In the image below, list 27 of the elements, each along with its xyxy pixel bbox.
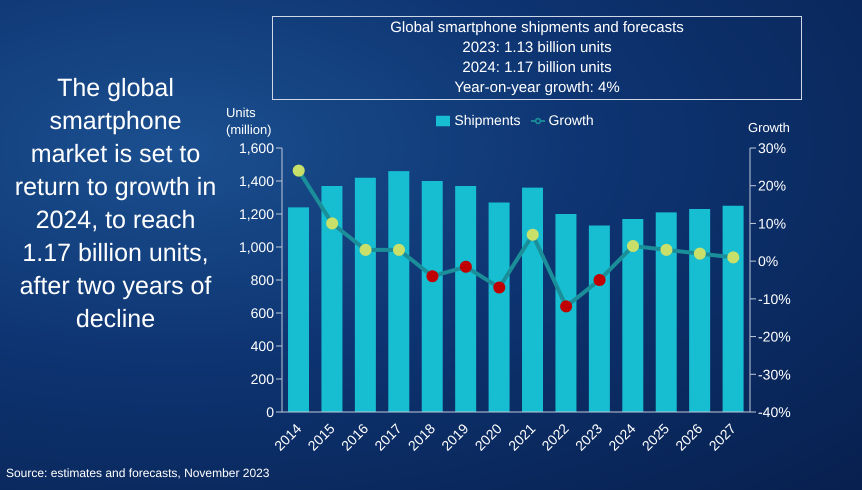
y2-tick-label: -20% [758, 328, 791, 345]
y2-tick-label: 0% [758, 253, 778, 270]
text: 2024: 1.17 billion units [461, 58, 613, 78]
y-tick-label: 1,600 [238, 140, 274, 156]
legend-label: Shipments [454, 112, 521, 128]
y2-tick-label: 10% [758, 215, 786, 232]
y2-tick-label: -40% [758, 404, 791, 420]
y2-tick-label: -10% [758, 290, 791, 307]
y-tick-label: 400 [250, 338, 274, 354]
text: 2023: 1.13 billion units [461, 38, 613, 58]
y2-axis-title: Growth [748, 120, 790, 135]
y2-tick-label: 20% [758, 178, 786, 194]
y-tick-label: 1,400 [238, 172, 274, 189]
y-tick-label: 1,000 [238, 238, 274, 255]
text: The global smartphone market is set to return to growth in 2024, to reach 1.17 billion units, after two years of decline [14, 73, 218, 335]
y-tick-label: 1,200 [238, 206, 274, 222]
y-tick-label: 800 [250, 272, 274, 288]
text: Year-on-year growth: 4% [453, 78, 621, 98]
y-tick-label: 600 [250, 304, 274, 321]
legend-label: Growth [548, 112, 594, 128]
source-note: Source: estimates and forecasts, November 2023 [6, 466, 270, 480]
chart-title: Global smartphone shipments and forecasts [389, 18, 685, 38]
y-tick-label: 0 [266, 404, 274, 420]
y2-tick-label: 30% [758, 140, 786, 156]
y-axis-title: Units (million) [226, 104, 272, 138]
y-tick-label: 200 [250, 370, 274, 387]
y2-tick-label: -30% [758, 366, 791, 382]
